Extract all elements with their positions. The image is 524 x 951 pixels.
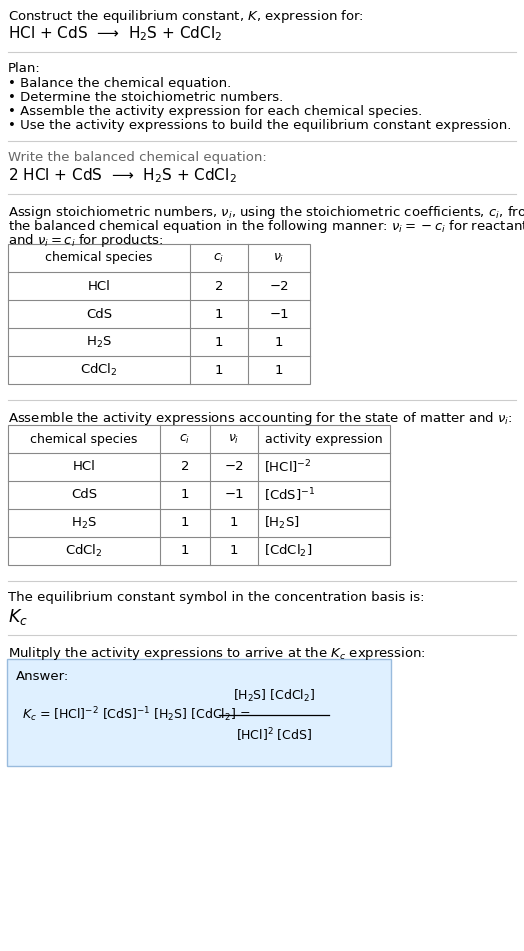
Text: HCl + CdS  ⟶  H$_2$S + CdCl$_2$: HCl + CdS ⟶ H$_2$S + CdCl$_2$ (8, 24, 222, 43)
Text: $K_c$ = [HCl]$^{-2}$ [CdS]$^{-1}$ [H$_2$S] [CdCl$_2$] =: $K_c$ = [HCl]$^{-2}$ [CdS]$^{-1}$ [H$_2$… (22, 706, 250, 725)
Text: 1: 1 (275, 336, 283, 348)
Text: Write the balanced chemical equation:: Write the balanced chemical equation: (8, 151, 267, 164)
Text: Mulitply the activity expressions to arrive at the $K_c$ expression:: Mulitply the activity expressions to arr… (8, 645, 426, 662)
Text: HCl: HCl (72, 460, 95, 474)
Text: [CdCl$_2$]: [CdCl$_2$] (264, 543, 312, 559)
Bar (8, 244, 310, 384)
Text: 1: 1 (181, 545, 189, 557)
Text: chemical species: chemical species (45, 251, 152, 264)
Bar (8, 425, 390, 565)
Text: and $\nu_i = c_i$ for products:: and $\nu_i = c_i$ for products: (8, 232, 163, 249)
Text: [HCl]$^2$ [CdS]: [HCl]$^2$ [CdS] (236, 726, 312, 744)
Text: • Determine the stoichiometric numbers.: • Determine the stoichiometric numbers. (8, 91, 283, 104)
Text: Assemble the activity expressions accounting for the state of matter and $\nu_i$: Assemble the activity expressions accoun… (8, 410, 512, 427)
Text: CdS: CdS (86, 307, 112, 320)
Text: $K_c$: $K_c$ (8, 607, 28, 627)
Text: [H$_2$S]: [H$_2$S] (264, 514, 300, 531)
Text: Plan:: Plan: (8, 62, 41, 75)
Text: −2: −2 (224, 460, 244, 474)
Text: 1: 1 (230, 545, 238, 557)
Text: $\nu_i$: $\nu_i$ (228, 433, 239, 446)
Text: −2: −2 (269, 280, 289, 293)
Text: 1: 1 (181, 516, 189, 530)
Text: $c_i$: $c_i$ (213, 251, 225, 264)
Text: Construct the equilibrium constant, $K$, expression for:: Construct the equilibrium constant, $K$,… (8, 8, 364, 25)
Text: 1: 1 (181, 489, 189, 501)
Text: 1: 1 (230, 516, 238, 530)
Text: [CdS]$^{-1}$: [CdS]$^{-1}$ (264, 486, 315, 504)
Text: [H$_2$S] [CdCl$_2$]: [H$_2$S] [CdCl$_2$] (233, 688, 315, 704)
FancyBboxPatch shape (7, 659, 391, 766)
Text: • Balance the chemical equation.: • Balance the chemical equation. (8, 77, 231, 90)
Text: −1: −1 (269, 307, 289, 320)
Text: HCl: HCl (88, 280, 111, 293)
Text: 1: 1 (215, 336, 223, 348)
Text: Answer:: Answer: (16, 670, 69, 683)
Text: CdS: CdS (71, 489, 97, 501)
Text: H$_2$S: H$_2$S (86, 335, 112, 350)
Text: 1: 1 (275, 363, 283, 377)
Text: chemical species: chemical species (30, 433, 138, 445)
Text: 2 HCl + CdS  ⟶  H$_2$S + CdCl$_2$: 2 HCl + CdS ⟶ H$_2$S + CdCl$_2$ (8, 166, 237, 184)
Text: Assign stoichiometric numbers, $\nu_i$, using the stoichiometric coefficients, $: Assign stoichiometric numbers, $\nu_i$, … (8, 204, 524, 221)
Text: −1: −1 (224, 489, 244, 501)
Text: • Assemble the activity expression for each chemical species.: • Assemble the activity expression for e… (8, 105, 422, 118)
Text: the balanced chemical equation in the following manner: $\nu_i = -c_i$ for react: the balanced chemical equation in the fo… (8, 218, 524, 235)
Text: H$_2$S: H$_2$S (71, 515, 97, 531)
Text: The equilibrium constant symbol in the concentration basis is:: The equilibrium constant symbol in the c… (8, 591, 424, 604)
Text: • Use the activity expressions to build the equilibrium constant expression.: • Use the activity expressions to build … (8, 119, 511, 132)
Text: 2: 2 (215, 280, 223, 293)
Text: $c_i$: $c_i$ (179, 433, 191, 446)
Text: 1: 1 (215, 307, 223, 320)
Text: 2: 2 (181, 460, 189, 474)
Text: [HCl]$^{-2}$: [HCl]$^{-2}$ (264, 458, 312, 476)
Text: $\nu_i$: $\nu_i$ (274, 251, 285, 264)
Text: CdCl$_2$: CdCl$_2$ (80, 362, 118, 378)
Text: activity expression: activity expression (265, 433, 383, 445)
Text: CdCl$_2$: CdCl$_2$ (65, 543, 103, 559)
Text: 1: 1 (215, 363, 223, 377)
